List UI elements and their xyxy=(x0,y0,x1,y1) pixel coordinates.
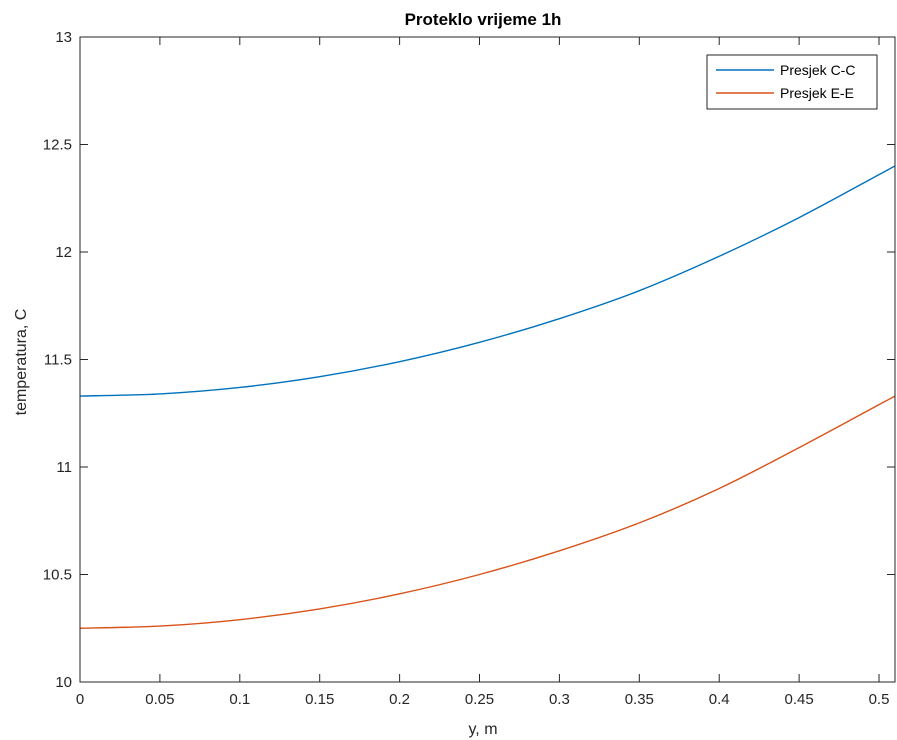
x-tick-label: 0.25 xyxy=(465,691,494,708)
x-tick-label: 0.45 xyxy=(785,691,814,708)
y-tick-label: 13 xyxy=(55,29,72,46)
series-line-1 xyxy=(79,165,896,397)
y-axis-label: temperatura, C xyxy=(13,309,30,416)
y-tick-label: 11 xyxy=(56,459,72,476)
axes-box xyxy=(79,36,896,683)
y-tick-label: 10.5 xyxy=(43,567,72,584)
legend-label: Presjek E-E xyxy=(780,85,854,101)
x-tick-label: 0.15 xyxy=(305,691,334,708)
x-tick-label: 0.4 xyxy=(709,691,730,708)
x-tick-label: 0.2 xyxy=(389,691,410,708)
y-tick-label: 12.5 xyxy=(43,137,72,154)
y-tick-label: 12 xyxy=(55,244,72,261)
x-tick-label: 0.05 xyxy=(145,691,174,708)
tick-layer: 0 0.05 0.1 0.15 0.2 0.25 0.3 0.35 0.4 0.45 0.5 10 10… xyxy=(43,29,895,708)
series-line-2 xyxy=(79,395,896,629)
x-tick-label: 0.3 xyxy=(549,691,570,708)
x-axis-label: y, m xyxy=(468,721,497,738)
series-layer xyxy=(79,165,896,629)
legend-box xyxy=(706,54,878,110)
x-tick-label: 0.5 xyxy=(869,691,890,708)
chart-title: Proteklo vrijeme 1h xyxy=(405,10,562,29)
legend: Presjek C-C Presjek E-E xyxy=(706,54,878,110)
plot-area xyxy=(80,37,895,682)
x-tick-label: 0 xyxy=(76,691,84,708)
x-tick-label: 0.35 xyxy=(625,691,654,708)
y-tick-label: 10 xyxy=(55,674,72,691)
legend-label: Presjek C-C xyxy=(780,62,855,78)
x-tick-label: 0.1 xyxy=(229,691,250,708)
y-tick-label: 11.5 xyxy=(44,352,72,369)
